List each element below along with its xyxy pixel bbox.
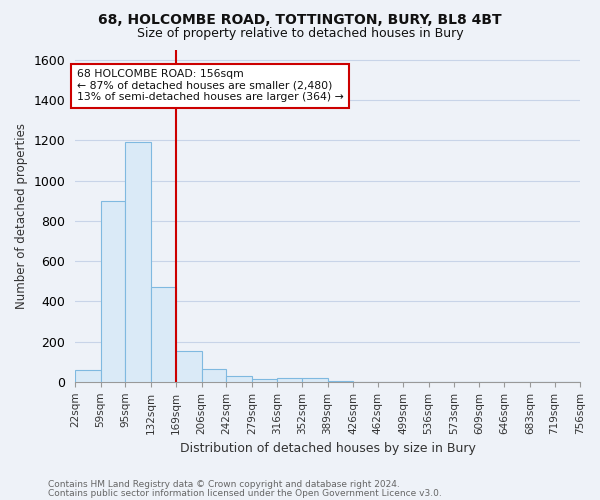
Text: Contains HM Land Registry data © Crown copyright and database right 2024.: Contains HM Land Registry data © Crown c… [48, 480, 400, 489]
Bar [151, 288, 176, 382]
Text: Contains public sector information licensed under the Open Government Licence v3: Contains public sector information licen… [48, 488, 442, 498]
Bar [302, 378, 328, 382]
Bar [101, 201, 125, 382]
Bar [75, 370, 101, 382]
Y-axis label: Number of detached properties: Number of detached properties [15, 123, 28, 309]
Text: 68, HOLCOMBE ROAD, TOTTINGTON, BURY, BL8 4BT: 68, HOLCOMBE ROAD, TOTTINGTON, BURY, BL8… [98, 12, 502, 26]
Bar [277, 378, 302, 382]
X-axis label: Distribution of detached houses by size in Bury: Distribution of detached houses by size … [179, 442, 476, 455]
Bar [176, 352, 202, 382]
Bar [202, 370, 226, 382]
Bar [125, 142, 151, 382]
Text: 68 HOLCOMBE ROAD: 156sqm
← 87% of detached houses are smaller (2,480)
13% of sem: 68 HOLCOMBE ROAD: 156sqm ← 87% of detach… [77, 69, 343, 102]
Bar [252, 379, 277, 382]
Text: Size of property relative to detached houses in Bury: Size of property relative to detached ho… [137, 28, 463, 40]
Bar [226, 376, 252, 382]
